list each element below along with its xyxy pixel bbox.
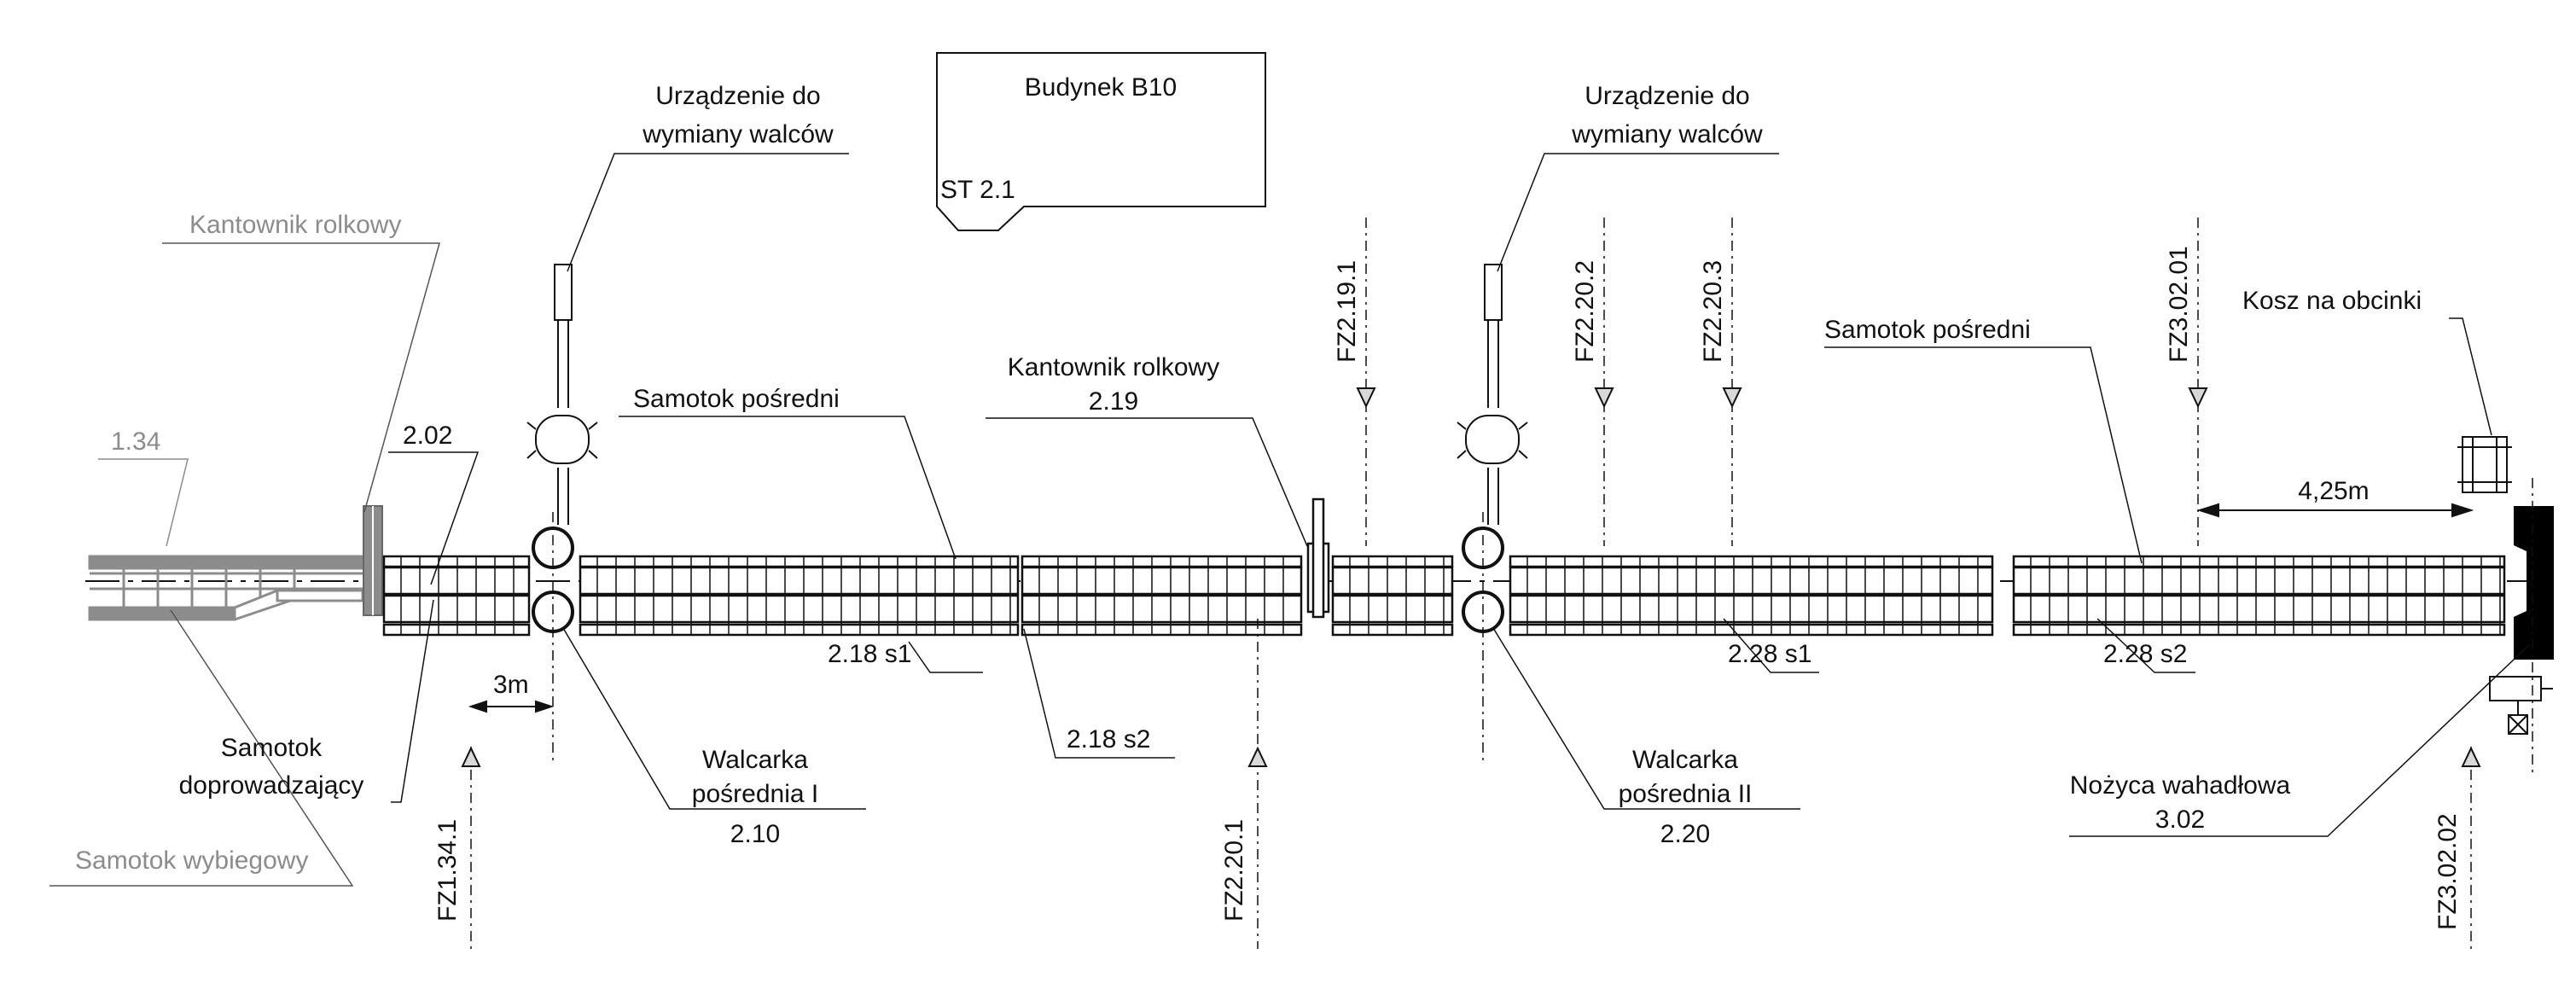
table-218-s1: [579, 555, 1020, 637]
samotok-wybiegowy-equipment: [88, 555, 364, 621]
sensor-fz30202-label: FZ3.02.02: [2434, 813, 2462, 930]
label-walcarka-1b: pośrednia I: [692, 780, 818, 808]
sensor-fz2202-marker: [1594, 387, 1614, 409]
label-nozyca-b: 3.02: [2155, 806, 2205, 834]
label-ref-134: 1.34: [111, 428, 160, 456]
label-walcarka-1c: 2.10: [730, 820, 780, 848]
label-walcarka-2b: pośrednia II: [1619, 780, 1753, 808]
sensor-fz1341-label: FZ1.34.1: [433, 819, 462, 922]
nozyca-drive: [2489, 676, 2553, 735]
sensor-fz30201-label: FZ3.02.01: [2165, 246, 2193, 363]
label-samotok-doprowadzajacy-1: Samotok: [221, 734, 323, 762]
label-kantownik-2a: Kantownik rolkowy: [1008, 353, 1219, 381]
roller-tables: [382, 555, 2506, 637]
label-urzadzenie-1b: wymiany walców: [642, 120, 834, 148]
label-dim-425: 4,25m: [2298, 477, 2369, 505]
label-urzadzenie-2a: Urządzenie do: [1585, 82, 1749, 110]
label-kantownik-2b: 2.19: [1089, 387, 1138, 416]
label-kantownik-1: Kantownik rolkowy: [189, 211, 401, 239]
label-nozyca-a: Nożyca wahadłowa: [2070, 771, 2291, 800]
label-ref-218s1: 2.18 s1: [828, 640, 911, 668]
sensor-lines: [470, 218, 2472, 949]
sensor-fz2202-label: FZ2.20.2: [1571, 260, 1599, 363]
table-kantownik-exit: [1331, 555, 1454, 637]
label-walcarka-2a: Walcarka: [1632, 746, 1738, 774]
building-station: ST 2.1: [940, 176, 1015, 204]
label-urzadzenie-1a: Urządzenie do: [655, 82, 820, 110]
sensor-fz30201-marker: [2188, 387, 2208, 409]
nozyca-equipment: [2514, 506, 2554, 660]
label-ref-202: 2.02: [403, 422, 452, 450]
label-ref-228s2: 2.28 s2: [2103, 640, 2187, 668]
table-228-s2: [2012, 555, 2506, 637]
dimension-425m: [2196, 503, 2474, 518]
label-ref-228s1: 2.28 s1: [1728, 640, 1811, 668]
building-title: Budynek B10: [1025, 73, 1177, 102]
label-samotok-posredni-1: Samotok pośredni: [633, 385, 840, 413]
label-walcarka-1a: Walcarka: [702, 746, 808, 774]
sensor-triangles: [461, 387, 2481, 767]
sensor-fz2203-marker: [1722, 387, 1742, 409]
label-samotok-posredni-2: Samotok pośredni: [1824, 316, 2031, 344]
label-dim-3m: 3m: [493, 671, 529, 699]
sensor-fz2201-label: FZ2.20.1: [1220, 819, 1248, 922]
label-samotok-wybiegowy: Samotok wybiegowy: [75, 846, 308, 875]
sensor-fz2191-marker: [1356, 387, 1376, 409]
sensor-fz1341-marker: [461, 746, 481, 767]
label-samotok-doprowadzajacy-2: doprowadzający: [179, 771, 364, 800]
table-samotok-doprowadzajacy: [382, 555, 531, 637]
label-ref-218s2: 2.18 s2: [1067, 725, 1150, 753]
sensor-fz30202-marker: [2461, 746, 2481, 767]
table-228-s1: [1509, 555, 1994, 637]
label-kosz: Kosz na obcinki: [2242, 287, 2422, 315]
sensor-fz2191-label: FZ2.19.1: [1333, 260, 1361, 363]
label-walcarka-2c: 2.20: [1660, 820, 1710, 848]
dimension-3m: [468, 700, 555, 713]
kantownik-2-equipment: [1306, 497, 1330, 619]
building-outline: [936, 52, 1266, 231]
kosz-equipment: [2457, 436, 2512, 493]
sensor-fz2201-marker: [1247, 746, 1268, 767]
sensor-fz2203-label: FZ2.20.3: [1699, 260, 1727, 363]
leader-lines: [49, 153, 2531, 887]
urzadzenie-2-device: [1457, 264, 1528, 525]
urzadzenie-1-device: [526, 264, 598, 525]
table-218-s2: [1021, 555, 1303, 637]
label-urzadzenie-2b: wymiany walców: [1571, 120, 1763, 148]
